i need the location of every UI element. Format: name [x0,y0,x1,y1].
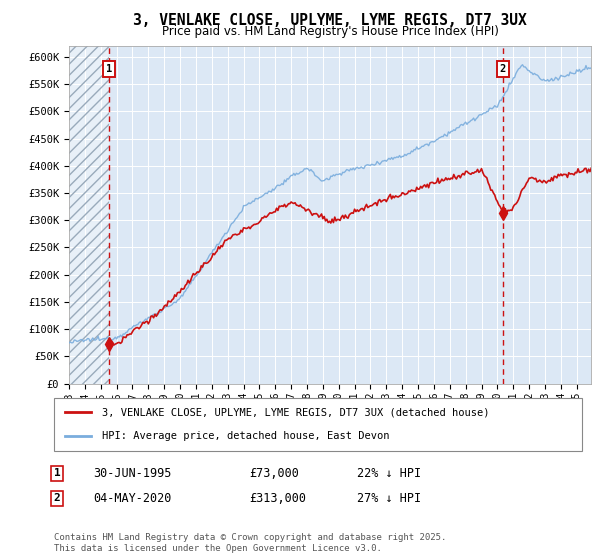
FancyBboxPatch shape [54,398,582,451]
Text: £313,000: £313,000 [249,492,306,505]
Text: 3, VENLAKE CLOSE, UPLYME, LYME REGIS, DT7 3UX: 3, VENLAKE CLOSE, UPLYME, LYME REGIS, DT… [133,13,527,29]
Text: £73,000: £73,000 [249,466,299,480]
Text: 2: 2 [53,493,61,503]
Text: 1: 1 [106,64,112,74]
Text: 22% ↓ HPI: 22% ↓ HPI [357,466,421,480]
Text: 27% ↓ HPI: 27% ↓ HPI [357,492,421,505]
Text: 1: 1 [53,468,61,478]
Text: Price paid vs. HM Land Registry's House Price Index (HPI): Price paid vs. HM Land Registry's House … [161,25,499,38]
Text: HPI: Average price, detached house, East Devon: HPI: Average price, detached house, East… [101,431,389,441]
Text: Contains HM Land Registry data © Crown copyright and database right 2025.
This d: Contains HM Land Registry data © Crown c… [54,533,446,553]
Text: 30-JUN-1995: 30-JUN-1995 [93,466,172,480]
Text: 2: 2 [500,64,506,74]
Text: 3, VENLAKE CLOSE, UPLYME, LYME REGIS, DT7 3UX (detached house): 3, VENLAKE CLOSE, UPLYME, LYME REGIS, DT… [101,408,489,418]
Text: 04-MAY-2020: 04-MAY-2020 [93,492,172,505]
